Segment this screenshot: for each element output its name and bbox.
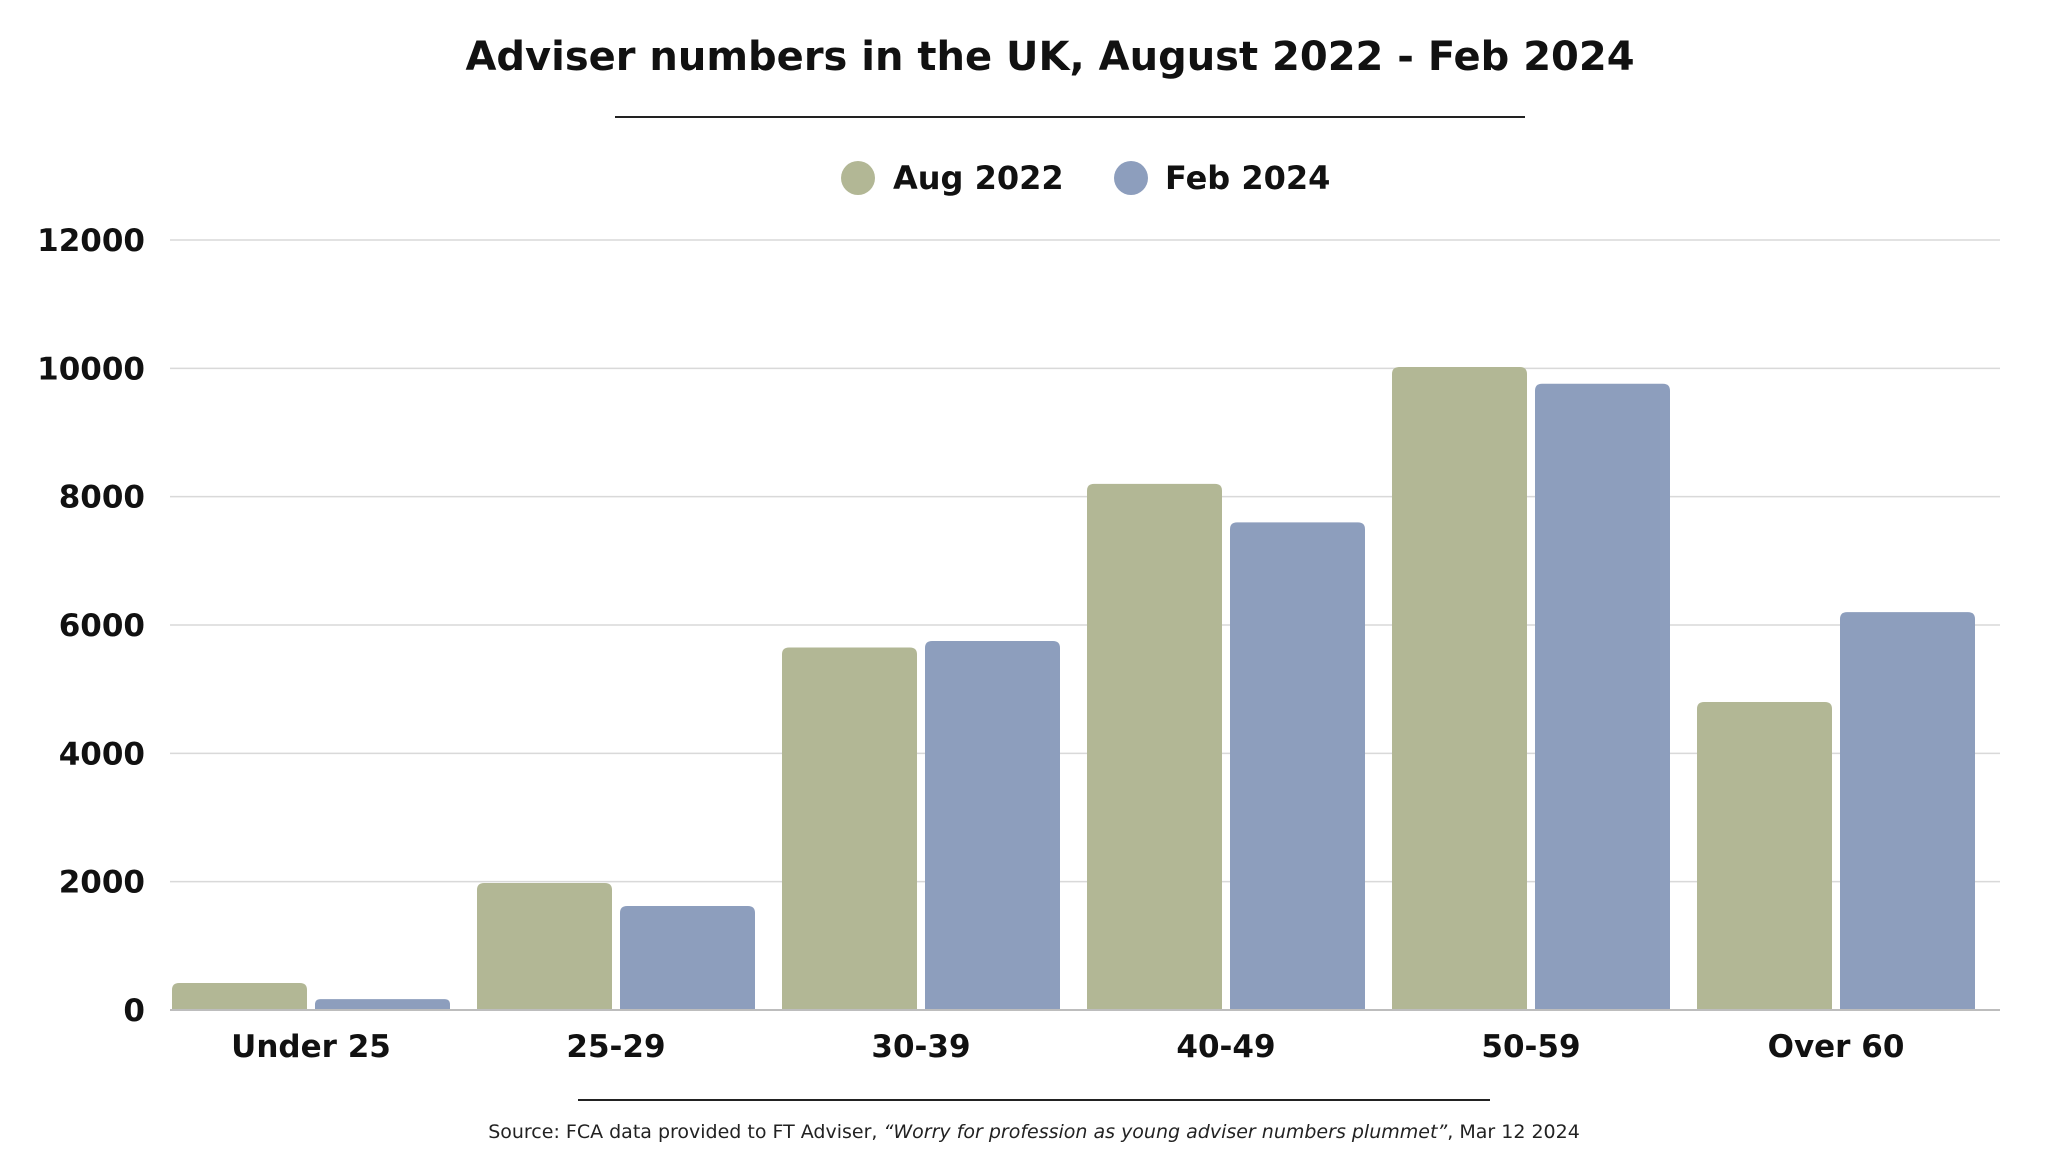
bar-aug-2022-25-29	[477, 882, 612, 1010]
x-axis: Under 25 25-29 30-39 40-49 50-59 Over 60	[231, 1029, 1904, 1065]
x-tick-label: 50-59	[1481, 1029, 1580, 1065]
legend: Aug 2022 Feb 2024	[841, 159, 1330, 197]
y-tick-label: 4000	[59, 736, 145, 772]
y-axis: 0 2000 4000 6000 8000 10000 12000	[37, 223, 145, 1029]
bar-feb-2024-40-49	[1230, 522, 1365, 1010]
legend-label: Aug 2022	[893, 159, 1064, 197]
legend-marker	[841, 161, 875, 195]
y-tick-label: 10000	[37, 351, 145, 387]
bar-feb-2024-50-59	[1535, 383, 1670, 1010]
bar-aug-2022-30-39	[782, 647, 917, 1010]
x-tick-label: Under 25	[231, 1029, 391, 1065]
x-tick-label: 30-39	[871, 1029, 970, 1065]
legend-label: Feb 2024	[1165, 159, 1330, 197]
gridlines	[170, 239, 2000, 883]
source-suffix: , Mar 12 2024	[1447, 1121, 1580, 1143]
y-tick-label: 2000	[59, 865, 145, 901]
source-note: Source: FCA data provided to FT Adviser,…	[488, 1121, 1580, 1143]
bar-feb-2024-under-25	[315, 999, 450, 1010]
bar-aug-2022-under-25	[172, 983, 307, 1010]
legend-marker	[1114, 161, 1148, 195]
bar-feb-2024-over-60	[1840, 612, 1975, 1010]
x-tick-label: 40-49	[1176, 1029, 1275, 1065]
bar-aug-2022-40-49	[1087, 483, 1222, 1010]
bar-feb-2024-25-29	[620, 906, 755, 1010]
source-prefix: Source: FCA data provided to FT Adviser,	[488, 1121, 883, 1143]
bar-feb-2024-30-39	[925, 641, 1060, 1010]
y-tick-label: 12000	[37, 223, 145, 259]
y-tick-label: 8000	[59, 480, 145, 516]
y-tick-label: 0	[123, 993, 145, 1029]
bar-aug-2022-over-60	[1697, 702, 1832, 1010]
x-tick-label: Over 60	[1768, 1029, 1905, 1065]
source-article: “Worry for profession as young adviser n…	[884, 1121, 1448, 1143]
chart-title: Adviser numbers in the UK, August 2022 -…	[465, 34, 1634, 80]
y-tick-label: 6000	[59, 608, 145, 644]
x-tick-label: 25-29	[566, 1029, 665, 1065]
bar-aug-2022-50-59	[1392, 367, 1527, 1010]
bars	[172, 367, 1975, 1010]
